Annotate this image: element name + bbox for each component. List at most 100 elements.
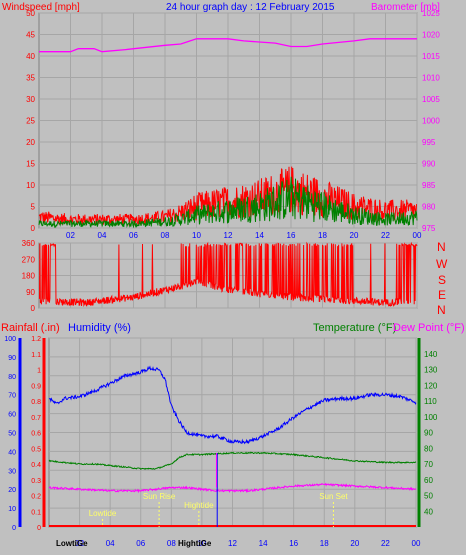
baro-tick-label: 975: [422, 224, 436, 233]
temperature-tick-label: 140: [424, 350, 438, 359]
bottom-x-tick-label: 02: [75, 539, 84, 548]
bottom-x-tick-label: 00: [412, 539, 421, 548]
rain-tick-label: 0.5: [31, 446, 41, 453]
rain-tick-label: 0.9: [31, 383, 41, 390]
bottom-grid: [49, 337, 417, 528]
humidity-tick-label: 50: [8, 431, 16, 438]
hightide-x-overlay: HightiGe: [178, 539, 212, 548]
humidity-tick-label: 40: [8, 449, 16, 456]
direction-series: [38, 241, 418, 308]
x-tick-label: 02: [66, 231, 75, 240]
x-tick-label: 04: [98, 231, 107, 240]
direction-tick-label: 90: [26, 288, 35, 297]
humidity-tick-label: 20: [8, 487, 16, 494]
x-tick-label: 00: [413, 231, 422, 240]
compass-w: W: [436, 257, 448, 271]
compass-n-top: N: [437, 240, 446, 254]
baro-tick-label: 980: [422, 203, 436, 212]
humidity-tick-label: 60: [8, 412, 16, 419]
wind-tick-label: 15: [26, 160, 35, 169]
wind-series: [38, 38, 418, 229]
humidity-tick-label: 80: [8, 374, 16, 381]
direction-tick-label: 180: [22, 272, 36, 281]
wind-tick-label: 35: [26, 74, 35, 83]
wind-tick-label: 25: [26, 117, 35, 126]
bottom-x-tick-label: 04: [106, 539, 115, 548]
bottom-x-tick-label: 08: [167, 539, 176, 548]
wind-tick-label: 40: [26, 52, 35, 61]
x-tick-label: 18: [318, 231, 327, 240]
rain-tick-label: 0.1: [31, 509, 41, 516]
rain-axis-label: Rainfall (.in): [1, 322, 60, 334]
humidity-tick-label: 0: [12, 525, 16, 532]
baro-tick-label: 1020: [422, 31, 440, 40]
direction-line: [38, 241, 418, 308]
temperature-tick-label: 70: [424, 460, 433, 469]
temperature-tick-label: 80: [424, 444, 433, 453]
annotation-label: Hightide: [184, 501, 214, 510]
humidity-tick-label: 90: [8, 355, 16, 362]
baro-tick-label: 1010: [422, 74, 440, 83]
compass-s: S: [438, 273, 446, 287]
rain-tick-label: 0.2: [31, 494, 41, 501]
humidity-tick-label: 30: [8, 468, 16, 475]
bottom-x-tick-label: 22: [381, 539, 390, 548]
x-tick-label: 06: [129, 231, 138, 240]
wind-tick-label: 10: [26, 181, 35, 190]
rain-tick-label: 1.2: [31, 336, 41, 343]
bottom-x-tick-label: 14: [259, 539, 268, 548]
wind-grid: [39, 12, 418, 229]
wind-line: [38, 176, 418, 229]
barometer-line: [39, 38, 417, 53]
compass-labels: N W S E N: [436, 240, 448, 317]
temperature-tick-label: 100: [424, 413, 438, 422]
baro-tick-label: 995: [422, 138, 436, 147]
x-tick-label: 12: [224, 231, 233, 240]
x-tick-label: 14: [255, 231, 264, 240]
temperature-tick-label: 130: [424, 366, 438, 375]
lowtide-x-overlay: LowtiGe: [56, 539, 88, 548]
dewpoint-line: [48, 482, 417, 494]
baro-tick-label: 985: [422, 181, 436, 190]
humidity-tick-label: 100: [4, 336, 16, 343]
annotations: Lowtide Sun Rise Hightide Sun Set: [89, 492, 348, 527]
temperature-line: [48, 451, 417, 471]
compass-n-bottom: N: [437, 303, 446, 317]
x-tick-label: 16: [287, 231, 296, 240]
bottom-x-tick-label: 10: [197, 539, 206, 548]
wind-tick-label: 20: [26, 138, 35, 147]
humidity-tick-label: 10: [8, 506, 16, 513]
baro-tick-label: 1000: [422, 117, 440, 126]
temperature-tick-label: 60: [424, 476, 433, 485]
rain-tick-label: 0.8: [31, 399, 41, 406]
rain-tick-label: 0.4: [31, 462, 41, 469]
x-tick-label: 10: [192, 231, 201, 240]
humidity-axis-label: Humidity (%): [68, 322, 131, 334]
annotation-label: Lowtide: [89, 509, 117, 518]
wind-tick-label: 45: [26, 31, 35, 40]
wind-tick-label: 30: [26, 95, 35, 104]
direction-tick-label: 270: [22, 255, 36, 264]
temperature-tick-label: 110: [424, 397, 437, 406]
annotation-label: Sun Rise: [143, 492, 176, 501]
direction-tick-label: 360: [22, 239, 36, 248]
wind-tick-label: 0: [31, 224, 36, 233]
axis-tick-labels: 0510152025303540455097598098599099510001…: [4, 9, 440, 548]
temperature-tick-label: 90: [424, 429, 433, 438]
baro-tick-label: 1015: [422, 52, 440, 61]
rain-tick-label: 0.6: [31, 431, 41, 438]
bottom-x-tick-label: 12: [228, 539, 237, 548]
temperature-tick-label: 50: [424, 492, 433, 501]
bottom-x-tick-label: 18: [320, 539, 329, 548]
temperature-tick-label: 120: [424, 381, 438, 390]
baro-tick-label: 1005: [422, 95, 440, 104]
baro-tick-label: 1025: [422, 9, 440, 18]
bottom-series: [48, 365, 417, 527]
rain-tick-label: 0.7: [31, 415, 41, 422]
bottom-x-tick-label: 20: [350, 539, 359, 548]
humidity-tick-label: 70: [8, 393, 16, 400]
dewpoint-axis-label: Dew Point (°F): [393, 322, 465, 334]
bottom-x-tick-label: 06: [136, 539, 145, 548]
x-tick-label: 08: [161, 231, 170, 240]
